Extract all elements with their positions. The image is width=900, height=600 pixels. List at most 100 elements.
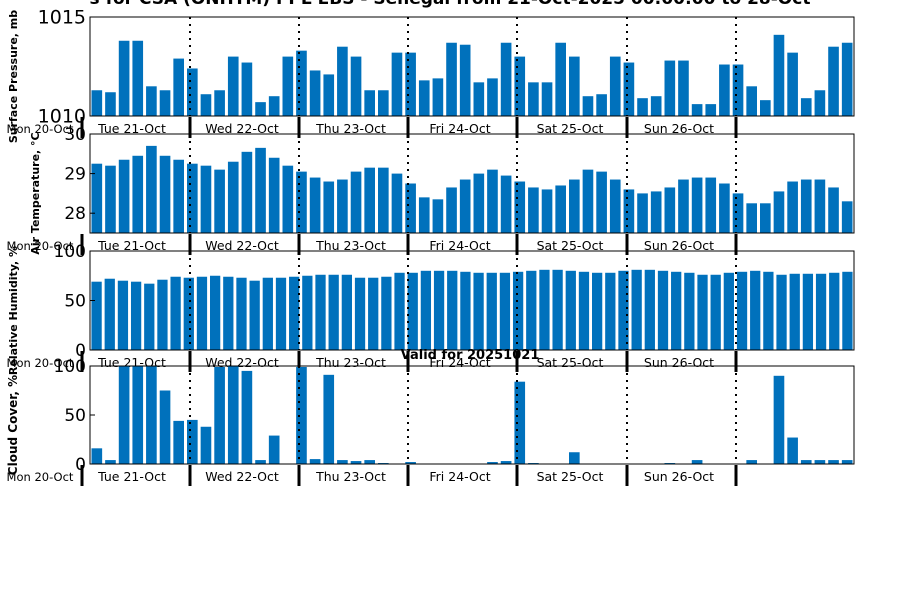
humidity-bar [684, 272, 695, 350]
cloud-bar [159, 390, 171, 464]
pressure-day-label: Wed 22-Oct [205, 121, 279, 136]
temperature-bar [364, 167, 375, 233]
humidity-bar [447, 270, 458, 350]
pressure-bar [378, 90, 389, 116]
cloud-bar [214, 366, 225, 464]
temperature-bar [418, 197, 430, 233]
pressure-bar [159, 90, 171, 116]
pressure-bar [105, 92, 116, 116]
temperature-bar [569, 179, 580, 233]
cloud-bar [814, 460, 826, 464]
humidity-bar [842, 271, 853, 350]
pressure-day-label: Mon 20-Oct [7, 122, 74, 136]
temperature-bar [350, 171, 362, 233]
pressure-bar [623, 62, 635, 116]
humidity-bar [618, 270, 629, 350]
pressure-day-label: Fri 24-Oct [429, 121, 490, 136]
humidity-ylabel: Relative Humidity, % [7, 246, 20, 375]
temperature-ytick-label: 28 [64, 204, 86, 224]
pressure-bar [555, 42, 566, 116]
pressure-bar [405, 52, 416, 116]
temperature-bar [609, 179, 621, 233]
cloud-bar [841, 460, 853, 464]
pressure-bar [732, 64, 744, 116]
temperature-bar [828, 187, 839, 233]
cloud-bar [691, 460, 703, 464]
cloud-bar [200, 426, 212, 464]
temperature-bar [732, 193, 744, 233]
cloud-bar [255, 460, 266, 464]
pressure-bar [473, 82, 485, 116]
cloud-bar [337, 460, 348, 464]
pressure-bar [241, 62, 253, 116]
temperature-bar [105, 165, 116, 233]
temperature-day-label: Thu 23-Oct [315, 238, 386, 253]
temperature-bar [459, 179, 471, 233]
temperature-bar [841, 201, 853, 233]
temperature-bar [664, 187, 676, 233]
pressure-bar [500, 42, 512, 116]
cloud-ytick-label: 100 [54, 357, 86, 377]
temperature-bar [500, 175, 512, 233]
humidity-bar [91, 281, 102, 350]
pressure-bar [337, 46, 348, 117]
cloud-bar [227, 366, 239, 464]
humidity-bar [460, 271, 471, 350]
temperature-bar [800, 179, 812, 233]
cloud-bar [569, 452, 580, 464]
humidity-bar [381, 276, 392, 350]
cloud-bar [514, 381, 526, 464]
cloud-bar [268, 435, 280, 464]
pressure-bar [596, 94, 607, 116]
temperature-frame [89, 133, 855, 234]
pressure-bar [418, 80, 430, 116]
valid-for-label: Valid for 20251021 [401, 348, 540, 363]
cloud-ytick-label: 50 [64, 406, 86, 426]
pressure-day-label: Sat 25-Oct [537, 121, 604, 136]
pressure-bar [364, 90, 375, 116]
cloud-bar [146, 366, 157, 464]
temperature-day-label: Wed 22-Oct [205, 238, 279, 253]
temperature-bar [596, 171, 607, 233]
pressure-bar [296, 50, 307, 116]
temperature-day-label: Mon 20-Oct [7, 239, 74, 253]
temperature-bar [91, 163, 103, 233]
cloud-bar [105, 460, 116, 464]
pressure-bar [746, 86, 757, 116]
humidity-bar [170, 276, 181, 350]
temperature-bar [691, 177, 703, 233]
temperature-bar [118, 159, 130, 233]
temperature-bar [473, 173, 485, 233]
pressure-day-label: Thu 23-Oct [315, 121, 386, 136]
temperature-bar [678, 179, 689, 233]
temperature-day-label: Tue 21-Oct [97, 238, 166, 253]
pressure-bar [391, 52, 403, 116]
temperature-bar [446, 187, 457, 233]
temperature-bar [268, 157, 280, 233]
humidity-bar [223, 276, 234, 350]
humidity-bar [605, 272, 616, 350]
humidity-day-label: Mon 20-Oct [7, 356, 74, 370]
temperature-bar [173, 159, 184, 233]
pressure-bar [227, 56, 239, 116]
humidity-bar [262, 277, 273, 350]
pressure-bar [173, 58, 184, 116]
pressure-bar [528, 82, 539, 116]
cloud-bar [787, 437, 798, 464]
pressure-bar [609, 56, 621, 116]
temperature-bar [555, 185, 566, 233]
temperature-bar [296, 171, 307, 233]
temperature-bar [528, 187, 539, 233]
temperature-bar [255, 147, 266, 233]
figure-title: s for CSA (ONHTM) PPL EBS - Senegal from… [90, 0, 811, 9]
humidity-bar [565, 270, 576, 350]
temperature-bar [146, 145, 157, 233]
pressure-bar [582, 96, 594, 116]
temperature-bar [378, 167, 389, 233]
temperature-day-label: Sat 25-Oct [537, 238, 604, 253]
humidity-bar [394, 272, 405, 350]
pressure-day-label: Tue 21-Oct [97, 121, 166, 136]
pressure-bar [678, 60, 689, 116]
